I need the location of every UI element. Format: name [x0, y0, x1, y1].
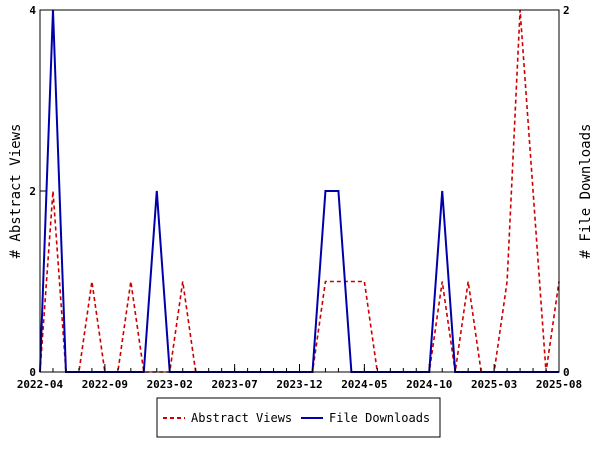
x-tick-label: 2023-02 — [147, 378, 193, 391]
x-tick-label: 2024-05 — [341, 378, 387, 391]
legend-label-file-downloads: File Downloads — [329, 411, 430, 425]
x-tick-label: 2023-07 — [211, 378, 257, 391]
x-tick-label: 2023-12 — [276, 378, 322, 391]
left-axis-title: # Abstract Views — [8, 124, 24, 259]
right-y-tick-label: 2 — [563, 4, 570, 17]
legend-label-abstract-views: Abstract Views — [191, 411, 292, 425]
legend-box — [156, 397, 441, 438]
x-tick-label: 2022-09 — [82, 378, 128, 391]
right-y-tick-label: 0 — [563, 366, 570, 379]
x-tick-label: 2024-10 — [406, 378, 452, 391]
axes: 2022-04 2022-09 2023-02 2023-07 2023-12 2024-… — [17, 4, 582, 391]
left-y-tick-label: 0 — [29, 366, 36, 379]
left-y-tick-label: 2 — [29, 185, 36, 198]
left-y-tick-label: 4 — [29, 4, 36, 17]
x-tick-label: 2022-04 — [17, 378, 64, 391]
x-tick-label: 2025-08 — [536, 378, 582, 391]
legend: Abstract Views File Downloads — [156, 397, 441, 438]
x-tick-label: 2025-03 — [471, 378, 517, 391]
right-axis-title: # File Downloads — [578, 124, 594, 259]
